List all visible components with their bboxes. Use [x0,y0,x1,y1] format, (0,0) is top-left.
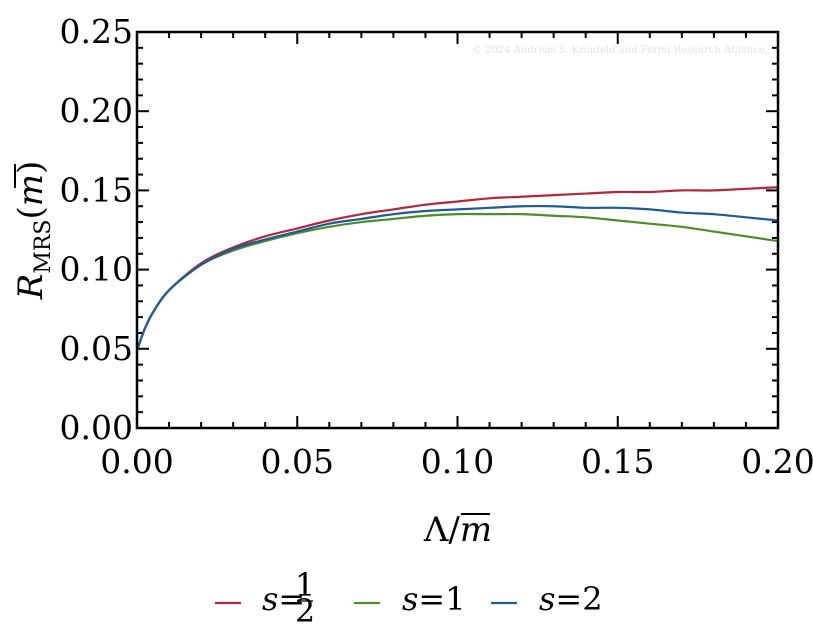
legend: s= 1 2 s=1 s=2 [215,566,603,630]
legend-item-s-half: s= 1 2 [215,566,315,630]
y-tick-label: 0.20 [60,91,133,130]
x-axis-title: Λ/m [423,510,492,550]
x-tick-label: 0.20 [741,442,813,481]
y-tick-label: 0.25 [60,12,133,51]
x-tick-label: 0.15 [581,442,654,481]
y-tick-labels: 0.00 0.05 0.10 0.15 0.20 0.25 [60,12,133,447]
y-tick-label: 0.10 [60,250,133,289]
svg-text:s=: s= [262,580,305,618]
plot-frame [135,30,780,430]
y-tick-label: 0.00 [60,408,133,447]
x-tick-label: 0.00 [100,442,173,481]
tick-marks [136,31,779,429]
svg-text:2: 2 [295,592,315,630]
series-line [135,212,779,351]
y-tick-label: 0.15 [60,170,133,209]
legend-item-s-2: s=2 [491,580,603,618]
svg-text:RMRS(m): RMRS(m) [11,161,56,301]
series-lines [135,186,779,351]
x-tick-label: 0.05 [261,442,334,481]
svg-text:1: 1 [295,566,315,604]
legend-item-s-1: s=1 [354,580,466,618]
series-line [135,204,779,351]
watermark-text: © 2024 Andreas S. Kronfeld and Fermi Res… [472,45,768,56]
svg-text:s=1: s=1 [402,580,466,618]
y-axis-title: RMRS(m) [11,161,56,301]
y-tick-label: 0.05 [60,329,133,368]
x-tick-labels: 0.00 0.05 0.10 0.15 0.20 [100,442,813,481]
x-tick-label: 0.10 [421,442,494,481]
svg-text:s=2: s=2 [539,580,603,618]
svg-text:Λ/m: Λ/m [423,510,492,550]
